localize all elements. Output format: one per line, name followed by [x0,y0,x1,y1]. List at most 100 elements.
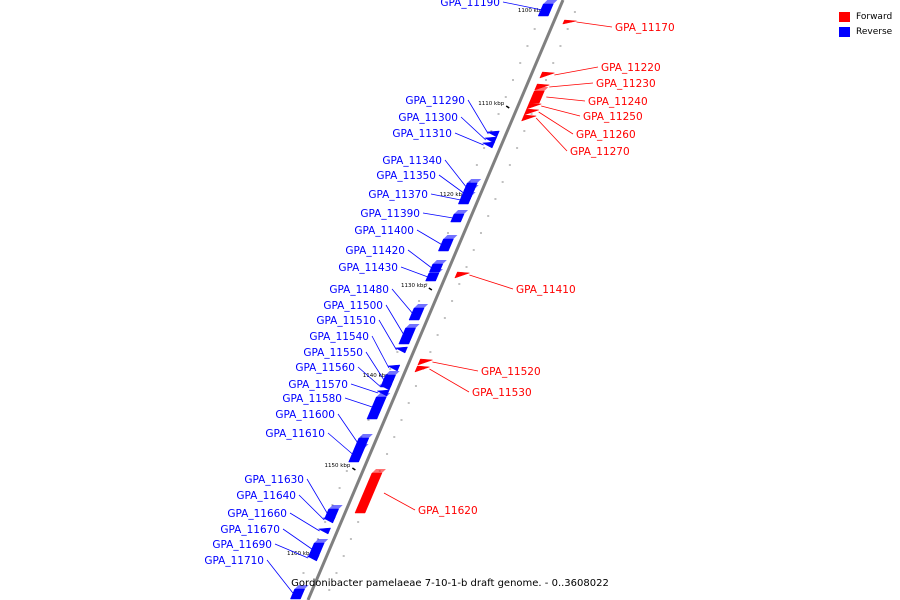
gene-gpa-11250[interactable]: GPA_11250 [526,102,643,123]
gene-gpa-11640[interactable]: GPA_11640 [236,490,336,524]
gene-gpa-11710[interactable]: GPA_11710 [204,555,309,600]
gene-leader-line [432,361,479,372]
gene-leader-line [535,117,568,152]
gene-leader-line [429,368,470,393]
gene-gpa-11220[interactable]: GPA_11220 [539,62,661,79]
gene-leader-line [306,478,329,515]
gene-gpa-11300[interactable]: GPA_11300 [398,112,498,144]
gene-body [290,588,306,600]
gene-leader-line [344,397,376,409]
gene-gpa-11260[interactable]: GPA_11260 [523,108,636,141]
gene-label: GPA_11310 [392,128,452,140]
gene-leader-line [274,543,309,559]
gene-top [405,324,420,328]
gene-label: GPA_11560 [295,362,355,374]
gene-gpa-11500[interactable]: GPA_11500 [323,300,420,345]
gene-leader-line [371,335,390,369]
genome-title: Gordonibacter pamelaeae 7-10-1-b draft g… [291,578,609,589]
gene-gpa-11370[interactable]: GPA_11370 [368,189,476,205]
gene-gpa-11540[interactable]: GPA_11540 [309,331,401,372]
gene-gpa-11530[interactable]: GPA_11530 [414,365,532,399]
gene-leader-line [298,494,325,521]
gene-gpa-11610[interactable]: GPA_11610 [265,428,369,463]
gene-leader-line [407,249,433,269]
legend-reverse-label: Reverse [856,26,893,37]
kbp-ticks: 1100 kbp 1110 kbp 1120 kbp 1130 kbp 1140 kbp… [287,8,550,559]
gene-gpa-11430[interactable]: GPA_11430 [338,262,443,282]
gene-gpa-11390[interactable]: GPA_11390 [360,208,469,223]
gene-top [534,87,549,91]
gene-top [371,469,386,473]
legend-forward: Forward [839,9,892,24]
gene-gpa-11560[interactable]: GPA_11560 [295,362,393,391]
gene-gpa-11660[interactable]: GPA_11660 [227,508,331,535]
gene-body [387,364,401,372]
legend-forward-label: Forward [856,11,893,22]
gene-body [307,542,325,558]
gene-top [314,539,329,543]
gene-gpa-11620[interactable]: GPA_11620 [354,469,478,517]
gene-leader-line [554,66,599,76]
gene-label: GPA_11690 [212,539,272,551]
gene-top [328,505,343,509]
gene-body [408,307,425,321]
gene-leader-line [469,274,514,290]
kbp-tick-label: 1150 kbp [324,463,350,469]
gene-label: GPA_11220 [601,62,661,74]
gene-body [322,516,336,524]
gene-label: GPA_11620 [418,505,478,517]
gene-gpa-11520[interactable]: GPA_11520 [417,358,541,378]
gene-label: GPA_11670 [220,524,280,536]
gene-leader-line [430,193,461,201]
gene-top [432,260,447,264]
gene-gpa-11670[interactable]: GPA_11670 [220,524,329,558]
gene-leader-line [541,105,581,117]
gene-gpa-11690[interactable]: GPA_11690 [212,539,320,562]
gene-leader-line [546,96,586,102]
gene-leader-line [467,99,489,135]
gene-leader-line [282,528,314,551]
gene-leader-line [365,351,385,382]
gene-label: GPA_11610 [265,428,325,440]
gene-gpa-11190[interactable]: GPA_11190 [440,0,558,17]
gene-label: GPA_11530 [472,387,532,399]
genes: GPA_11170 GPA_11190 GPA_11220 GPA_11230 GPA_… [204,0,675,600]
gene-gpa-11270[interactable]: GPA_11270 [521,114,630,158]
gene-gpa-11550[interactable]: GPA_11550 [303,347,400,388]
legend: Forward Reverse [839,9,892,39]
gene-body [366,396,387,420]
gene-label: GPA_11290 [405,95,465,107]
gene-label: GPA_11270 [570,146,630,158]
gene-body [454,271,470,279]
gene-label: GPA_11600 [275,409,335,421]
gene-label: GPA_11260 [576,129,636,141]
gene-top [376,393,391,397]
gene-label: GPA_11520 [481,366,541,378]
gene-gpa-11510[interactable]: GPA_11510 [316,315,408,354]
gene-leader-line [337,413,359,444]
gene-gpa-11290[interactable]: GPA_11290 [405,95,500,138]
gene-gpa-11240[interactable]: GPA_11240 [528,87,648,108]
gene-gpa-11480[interactable]: GPA_11480 [329,284,429,321]
gene-label: GPA_11350 [376,170,436,182]
gene-gpa-11170[interactable]: GPA_11170 [562,19,675,34]
gene-label: GPA_11230 [596,78,656,90]
gene-gpa-11410[interactable]: GPA_11410 [454,271,576,296]
gene-leader-line [460,116,487,141]
gene-gpa-11630[interactable]: GPA_11630 [244,474,343,520]
gene-body [394,346,408,354]
gene-gpa-11230[interactable]: GPA_11230 [534,78,656,91]
gene-body [523,108,539,116]
gene-label: GPA_11710 [204,555,264,567]
kbp-tick-label: 1160 kbp [287,551,313,557]
gene-gpa-11310[interactable]: GPA_11310 [392,128,496,149]
gene-label: GPA_11400 [354,225,414,237]
gene-gpa-11580[interactable]: GPA_11580 [282,393,391,420]
gene-top [354,444,369,448]
gene-body [528,90,545,104]
gene-body [526,102,542,110]
gene-gpa-11400[interactable]: GPA_11400 [354,225,458,252]
gene-body [378,383,393,391]
